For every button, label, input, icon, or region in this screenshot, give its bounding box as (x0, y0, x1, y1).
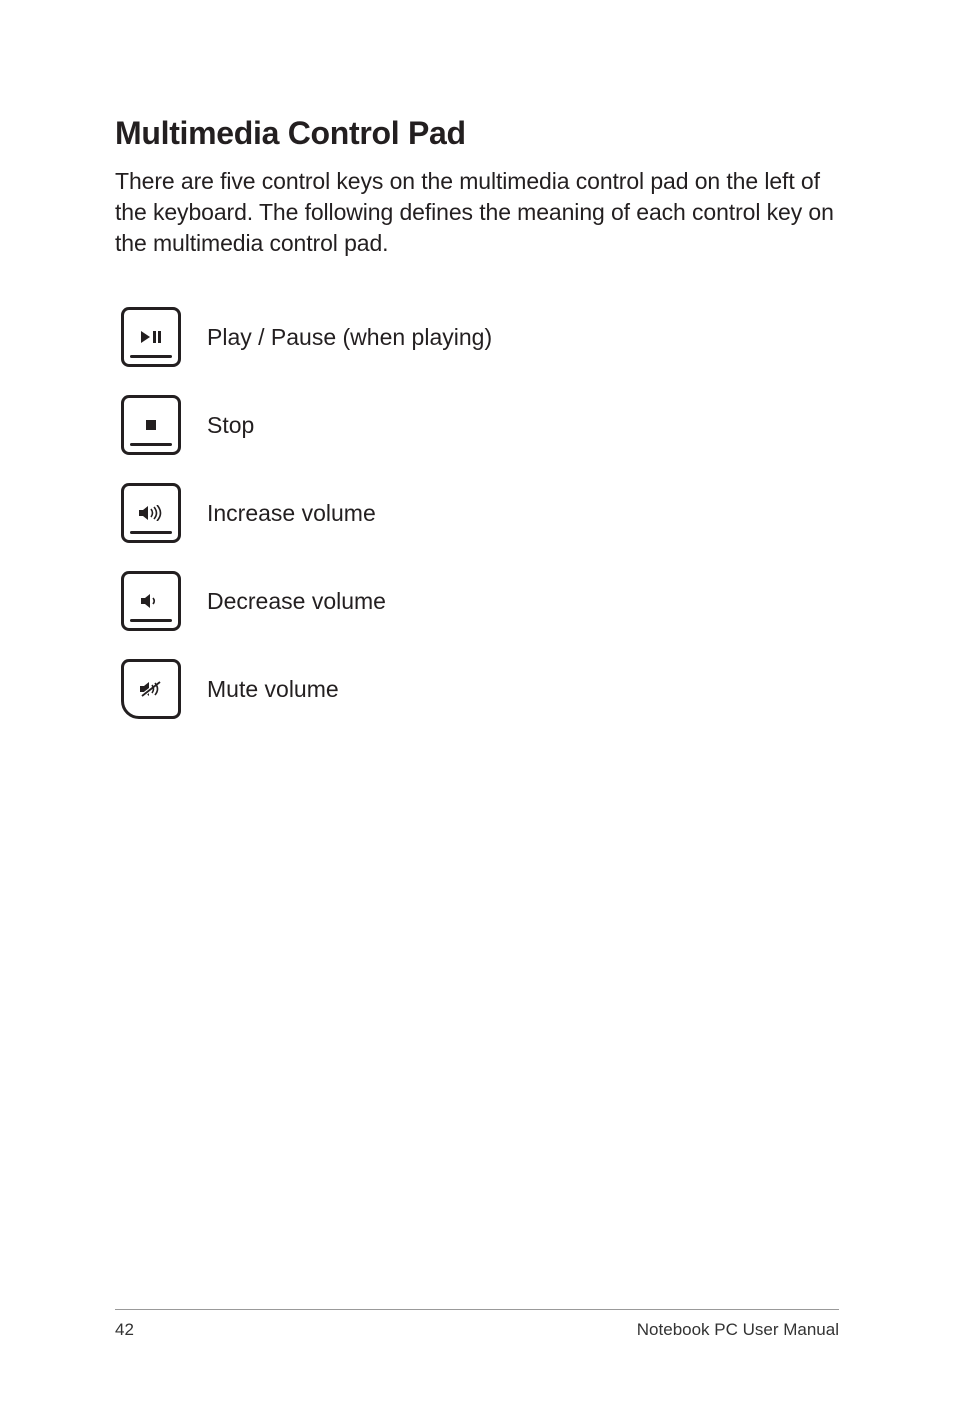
control-label: Decrease volume (207, 588, 386, 615)
intro-paragraph: There are five control keys on the multi… (115, 166, 839, 259)
control-row: Increase volume (121, 469, 839, 557)
stop-key (121, 395, 181, 455)
volume-down-icon (141, 593, 161, 609)
mute-icon (140, 680, 162, 698)
volume-up-icon (139, 505, 163, 521)
stop-icon (146, 420, 156, 430)
mute-key (121, 659, 181, 719)
section-heading: Multimedia Control Pad (115, 115, 839, 152)
control-label: Increase volume (207, 500, 376, 527)
volume-down-key (121, 571, 181, 631)
control-label: Stop (207, 412, 254, 439)
control-key-list: Play / Pause (when playing) Stop Increas… (121, 293, 839, 733)
page: Multimedia Control Pad There are five co… (0, 0, 954, 1418)
doc-title: Notebook PC User Manual (637, 1320, 839, 1340)
control-label: Mute volume (207, 676, 339, 703)
control-row: Stop (121, 381, 839, 469)
play-pause-key (121, 307, 181, 367)
control-label: Play / Pause (when playing) (207, 324, 492, 351)
page-footer: 42 Notebook PC User Manual (115, 1309, 839, 1340)
page-number: 42 (115, 1320, 134, 1340)
control-row: Decrease volume (121, 557, 839, 645)
control-row: Mute volume (121, 645, 839, 733)
volume-up-key (121, 483, 181, 543)
play-pause-icon (141, 331, 161, 343)
control-row: Play / Pause (when playing) (121, 293, 839, 381)
